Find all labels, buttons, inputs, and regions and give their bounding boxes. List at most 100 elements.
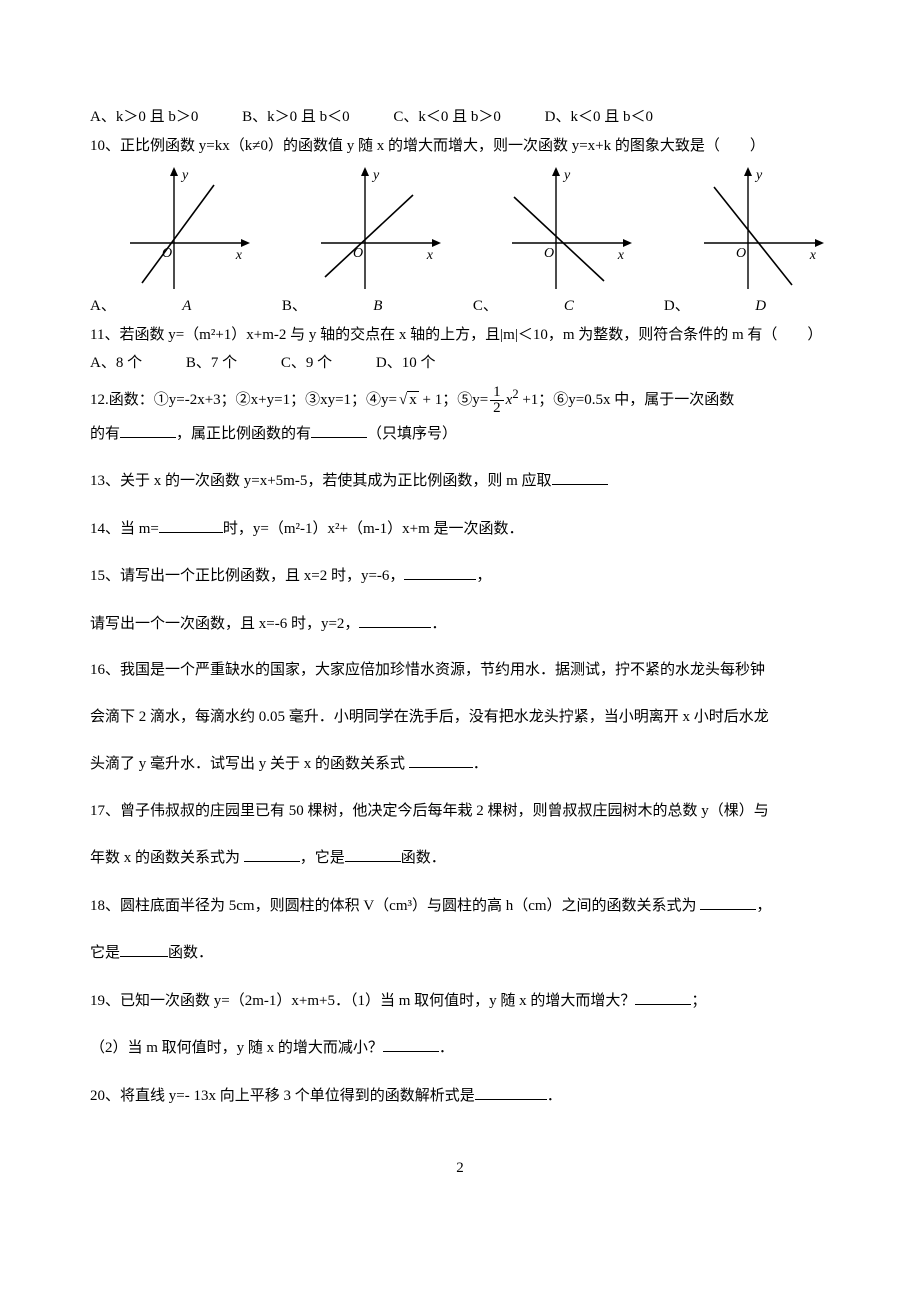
q18-l2-post: 函数． (168, 945, 213, 961)
q16-l3: 头滴了 y 毫升水．试写出 y 关于 x 的函数关系式 ． (90, 752, 830, 776)
q11-optA: A、8 个 (90, 352, 142, 375)
q11-stem: 11、若函数 y=（m²+1）x+m-2 与 y 轴的交点在 x 轴的上方，且|… (90, 324, 830, 347)
svg-text:O: O (544, 246, 554, 261)
q11-optD: D、10 个 (376, 352, 436, 375)
q18-blank1 (700, 894, 756, 910)
q19-l2: （2）当 m 取何值时，y 随 x 的增大而减小？ ． (90, 1036, 830, 1060)
q10-svg-D: y x O (696, 165, 826, 295)
q15-l2-post: ． (431, 616, 446, 632)
q12-rad: x (407, 391, 419, 408)
svg-text:y: y (754, 168, 763, 183)
q19-l2-post: ． (439, 1040, 454, 1056)
q18-l2: 它是 函数． (90, 941, 830, 965)
q20: 20、将直线 y=- 13x 向上平移 3 个单位得到的函数解析式是 ． (90, 1084, 830, 1108)
q12-line1: 12.函数：①y=-2x+3；②x+y=1；③xy=1；④y=x + 1；⑤y=… (90, 385, 830, 416)
q17-l1: 17、曾子伟叔叔的庄园里已有 50 棵树，他决定今后每年栽 2 棵树，则曾叔叔庄… (90, 800, 830, 823)
page-number: 2 (90, 1157, 830, 1180)
q15-l1-post: ， (476, 568, 491, 584)
q15-blank2 (359, 612, 431, 628)
q10-label-A: A、 (90, 295, 116, 318)
q17-l2: 年数 x 的函数关系式为 ，它是 函数． (90, 846, 830, 870)
q10-sub-A: A (122, 295, 252, 318)
q17-l2-mid: ，它是 (300, 850, 345, 866)
q9-optD: D、k＜0 且 b＜0 (545, 106, 653, 129)
q10-svg-C: y x O (504, 165, 634, 295)
q20-post: ． (547, 1088, 562, 1104)
q10-sub-D: D (696, 295, 826, 318)
q10-sub-C: C (504, 295, 634, 318)
svg-text:y: y (562, 168, 571, 183)
q12-l2c: （只填序号） (367, 426, 457, 442)
q19-blank1 (635, 989, 691, 1005)
sqrt-icon: x (397, 389, 419, 412)
q11-optC: C、9 个 (281, 352, 332, 375)
frac-d: 2 (490, 401, 504, 416)
q16-l3-post: ． (473, 756, 488, 772)
q10-label-D: D、 (664, 295, 690, 318)
q16-l1: 16、我国是一个严重缺水的国家，大家应倍加珍惜水资源，节约用水．据测试，拧不紧的… (90, 659, 830, 682)
q17-blank1 (244, 846, 300, 862)
q19-l2-pre: （2）当 m 取何值时，y 随 x 的增大而减小？ (90, 1040, 383, 1056)
q18-l1: 18、圆柱底面半径为 5cm，则圆柱的体积 V（cm³）与圆柱的高 h（cm）之… (90, 894, 830, 918)
q15-blank1 (404, 564, 476, 580)
q19-blank2 (383, 1036, 439, 1052)
q12-line2: 的有 ，属正比例函数的有 （只填序号） (90, 422, 830, 446)
svg-text:O: O (736, 246, 746, 261)
svg-text:x: x (809, 248, 817, 263)
q15-l2: 请写出一个一次函数，且 x=-6 时，y=2， ． (90, 612, 830, 636)
q15-l1-pre: 15、请写出一个正比例函数，且 x=2 时，y=-6， (90, 568, 404, 584)
q15-l1: 15、请写出一个正比例函数，且 x=2 时，y=-6， ， (90, 564, 830, 588)
frac-n: 1 (490, 385, 504, 401)
q10-label-B: B、 (282, 295, 307, 318)
q9-options: A、k＞0 且 b＞0 B、k＞0 且 b＜0 C、k＜0 且 b＞0 D、k＜… (90, 106, 830, 129)
q10-graph-A: A、 yxO A (90, 165, 252, 318)
q16-l2: 会滴下 2 滴水，每滴水约 0.05 毫升．小明同学在洗手后，没有把水龙头拧紧，… (90, 706, 830, 729)
q10-graph-D: D、 y x O D (664, 165, 826, 318)
q12-blank1 (120, 422, 176, 438)
q14: 14、当 m= 时，y=（m²-1）x²+（m-1）x+m 是一次函数． (90, 517, 830, 541)
q14-pre: 14、当 m= (90, 521, 159, 537)
q12-mid3: +1；⑥y=0.5x 中，属于一次函数 (519, 392, 735, 408)
q14-blank (159, 517, 223, 533)
q20-blank (475, 1084, 547, 1100)
q20-pre: 20、将直线 y=- 13x 向上平移 3 个单位得到的函数解析式是 (90, 1088, 475, 1104)
svg-text:y: y (180, 168, 189, 183)
q11-optB: B、7 个 (186, 352, 237, 375)
q10-label-C: C、 (473, 295, 498, 318)
svg-text:O: O (353, 246, 363, 261)
q19-l1-post: ； (691, 993, 706, 1009)
q10-svg-A: yxO (122, 165, 252, 295)
q12-l2a: 的有 (90, 426, 120, 442)
q10-graph-C: C、 y x O C (473, 165, 634, 318)
q15-l2-pre: 请写出一个一次函数，且 x=-6 时，y=2， (90, 616, 359, 632)
q12-blank2 (311, 422, 367, 438)
fraction-half: 12 (490, 385, 504, 416)
q11-options: A、8 个 B、7 个 C、9 个 D、10 个 (90, 352, 830, 375)
q10-graph-B: B、 y x O B (282, 165, 443, 318)
q9-optB: B、k＞0 且 b＜0 (242, 106, 350, 129)
q10-sub-B: B (313, 295, 443, 318)
q18-l1-post: ， (756, 898, 771, 914)
q19-l1-pre: 19、已知一次函数 y=（2m-1）x+m+5．（1）当 m 取何值时，y 随 … (90, 993, 635, 1009)
q18-blank2 (120, 941, 168, 957)
q14-post: 时，y=（m²-1）x²+（m-1）x+m 是一次函数． (223, 521, 524, 537)
q18-l1-pre: 18、圆柱底面半径为 5cm，则圆柱的体积 V（cm³）与圆柱的高 h（cm）之… (90, 898, 700, 914)
q17-blank2 (345, 846, 401, 862)
q12-l2b: ，属正比例函数的有 (176, 426, 311, 442)
q12-mid1: + 1；⑤y= (419, 392, 488, 408)
q9-optC: C、k＜0 且 b＞0 (393, 106, 501, 129)
q18-l2-pre: 它是 (90, 945, 120, 961)
svg-text:x: x (617, 248, 625, 263)
q17-l2-pre: 年数 x 的函数关系式为 (90, 850, 244, 866)
q13-pre: 13、关于 x 的一次函数 y=x+5m-5，若使其成为正比例函数，则 m 应取 (90, 473, 552, 489)
q19-l1: 19、已知一次函数 y=（2m-1）x+m+5．（1）当 m 取何值时，y 随 … (90, 989, 830, 1013)
q10-svg-B: y x O (313, 165, 443, 295)
svg-text:O: O (162, 246, 172, 261)
svg-text:x: x (426, 248, 434, 263)
q9-optA: A、k＞0 且 b＞0 (90, 106, 198, 129)
q10-stem: 10、正比例函数 y=kx（k≠0）的函数值 y 随 x 的增大而增大，则一次函… (90, 135, 830, 158)
svg-text:y: y (371, 168, 380, 183)
q17-l2-post: 函数． (401, 850, 446, 866)
q16-blank (409, 752, 473, 768)
q10-graph-row: A、 yxO A B、 yxO B C、 yxO C D、 yxO D (90, 165, 830, 318)
